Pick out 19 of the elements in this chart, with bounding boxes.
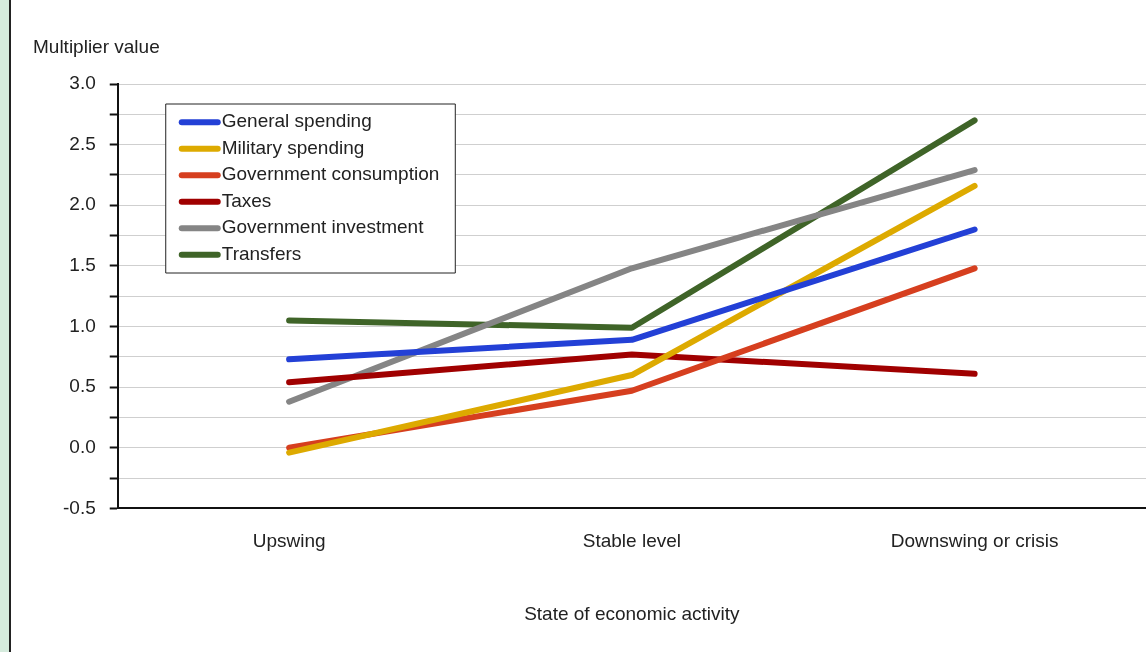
x-tick-label: Downswing or crisis	[890, 530, 1059, 552]
y-tick-label: 0.5	[69, 375, 96, 397]
x-tick-label: Stable level	[582, 530, 681, 552]
y-tick-label: 2.5	[69, 132, 96, 154]
x-tick-label: Upswing	[252, 530, 326, 552]
x-axis-title: State of economic activity	[524, 602, 741, 624]
y-tick-label: -0.5	[62, 496, 96, 518]
legend-label: Government investment	[221, 216, 425, 238]
y-axis-title: Multiplier value	[33, 36, 160, 58]
y-tick-label: 1.0	[69, 314, 96, 336]
y-tick-label: 3.0	[69, 72, 96, 94]
y-tick-label: 2.0	[69, 193, 96, 215]
y-tick-label: 1.5	[69, 254, 96, 276]
y-tick-label: 0.0	[69, 436, 96, 458]
legend-label: Military spending	[221, 136, 365, 158]
legend-label: General spending	[221, 110, 372, 132]
legend-label: Transfers	[221, 242, 302, 264]
legend-label: Government consumption	[221, 163, 440, 185]
legend-label: Taxes	[221, 189, 272, 211]
